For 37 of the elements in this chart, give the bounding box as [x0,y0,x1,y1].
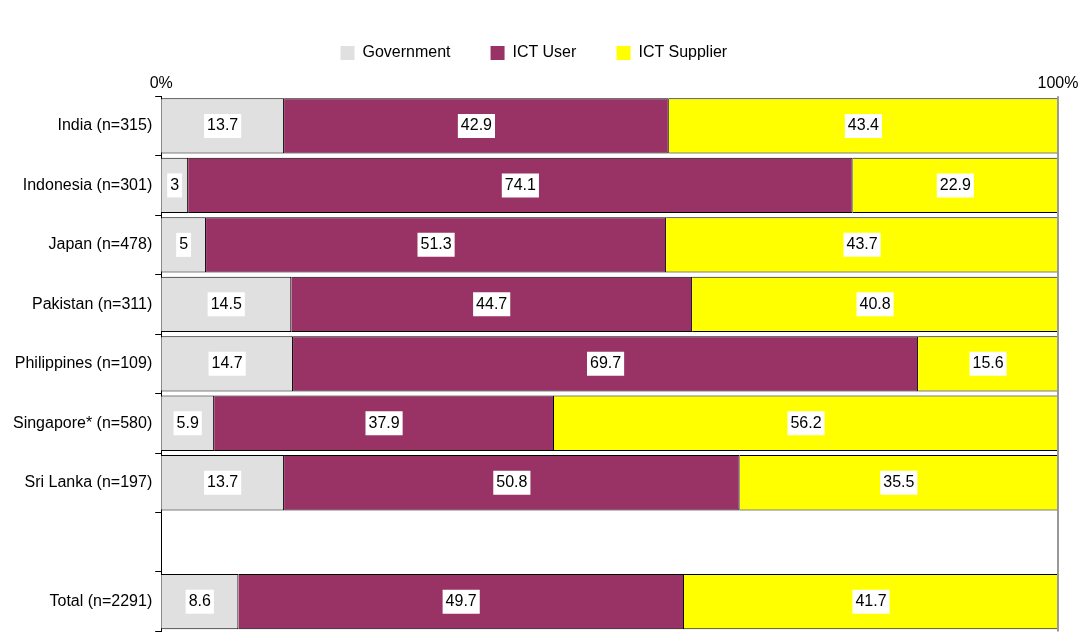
data-label: 42.9 [460,116,493,134]
legend-label: Government [362,43,452,61]
x-tick-label: 100% [1037,74,1079,92]
data-label: 5 [179,235,189,253]
data-label: 14.5 [210,294,242,312]
x-tick-label: 0% [149,74,173,92]
data-label: 13.7 [207,473,239,491]
y-tick-label: India (n=315) [57,116,153,134]
legend-label: ICT Supplier [638,43,728,61]
y-tick-label: Pakistan (n=311) [31,294,153,312]
data-label: 35.5 [883,473,915,491]
y-tick-label: Philippines (n=109) [14,354,153,372]
data-label: 14.7 [211,354,243,372]
legend-label: ICT User [512,43,577,61]
data-label: 69.7 [590,354,622,372]
data-label: 43.4 [847,116,880,134]
data-label: 22.9 [939,175,971,193]
data-label: 15.6 [972,354,1004,372]
y-tick-label: Indonesia (n=301) [22,175,153,193]
data-label: 40.8 [859,294,891,312]
data-label: 8.6 [188,592,211,610]
y-tick-label: Singapore* (n=580) [12,413,153,431]
data-label: 49.7 [445,592,477,610]
data-label: 56.2 [790,413,822,431]
data-label: 3 [170,175,180,193]
data-label: 74.1 [504,175,537,193]
data-label: 51.3 [420,235,452,253]
data-label: 44.7 [476,294,508,312]
data-label: 41.7 [855,592,887,610]
data-label: 37.9 [368,413,400,431]
data-label: 13.7 [207,116,239,134]
data-label: 43.7 [846,235,878,253]
y-tick-label: Total (n=2291) [49,592,153,610]
data-label: 5.9 [176,413,199,431]
y-tick-label: Sri Lanka (n=197) [24,473,153,491]
y-tick-label: Japan (n=478) [48,235,153,253]
data-label: 50.8 [496,473,528,491]
